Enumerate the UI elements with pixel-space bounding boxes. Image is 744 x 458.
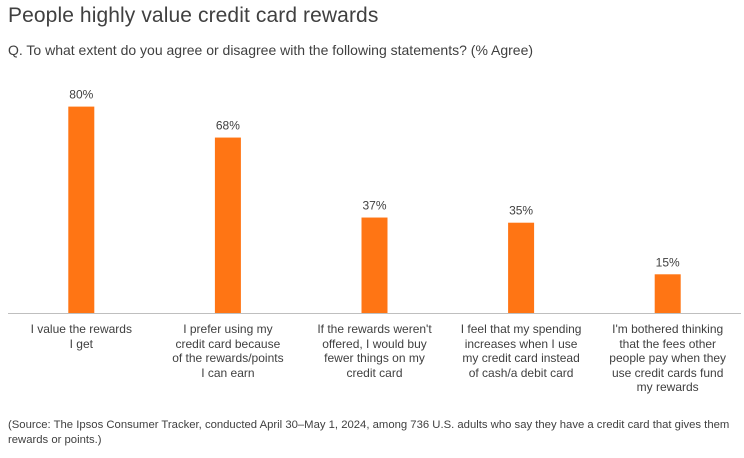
category-label-2: I prefer using my credit card because of t… [163, 322, 293, 380]
category-label-line: of the rewards/points [172, 351, 284, 365]
category-label-5: I'm bothered thinking that the fees other… [603, 322, 733, 395]
category-label-line: If the rewards weren't [317, 322, 432, 336]
category-label-line: I get [69, 336, 93, 351]
category-label-line: of cash/a debit card [468, 365, 574, 380]
data-label-5: 15% [656, 255, 680, 269]
category-label-line: I can earn [201, 365, 255, 380]
category-label-4: I feel that my spending increases when I … [456, 322, 586, 380]
category-label-line: increases when I use [464, 336, 578, 351]
bars-group [68, 106, 681, 313]
category-label-line: I feel that my spending [460, 322, 582, 336]
data-label-1: 80% [69, 88, 93, 102]
category-label-line: my rewards [636, 380, 699, 394]
bar-1 [68, 106, 95, 313]
category-label-line: credit card because [175, 336, 281, 351]
category-label-line: fewer things on my [324, 351, 425, 365]
bar-5 [654, 274, 681, 313]
category-label-1: I value the rewards I get [16, 322, 146, 351]
bar-4 [508, 222, 535, 313]
category-label-line: I value the rewards [30, 322, 132, 336]
category-label-line: offered, I would buy [322, 336, 427, 351]
category-label-line: I prefer using my [183, 322, 273, 336]
chart-subtitle: Q. To what extent do you agree or disagr… [8, 42, 534, 58]
bar-chart: 80% 68% 37% 35% 15% [8, 88, 741, 314]
category-label-line: people pay when they [609, 351, 727, 365]
data-label-3: 37% [362, 199, 386, 213]
data-label-4: 35% [509, 204, 533, 218]
data-labels-group: 80% 68% 37% 35% 15% [69, 88, 680, 270]
chart-title: People highly value credit card rewards [8, 4, 379, 27]
category-label-line: use credit cards fund [611, 365, 724, 380]
data-label-2: 68% [216, 119, 240, 133]
bar-3 [361, 217, 388, 313]
category-label-3: If the rewards weren't offered, I would b… [310, 322, 440, 380]
category-label-line: credit card [346, 365, 403, 380]
category-label-line: I'm bothered thinking [612, 322, 724, 336]
category-label-line: that the fees other [619, 336, 717, 351]
category-label-line: my credit card instead [462, 351, 580, 365]
source-note: (Source: The Ipsos Consumer Tracker, con… [8, 419, 730, 446]
bar-2 [214, 137, 241, 313]
